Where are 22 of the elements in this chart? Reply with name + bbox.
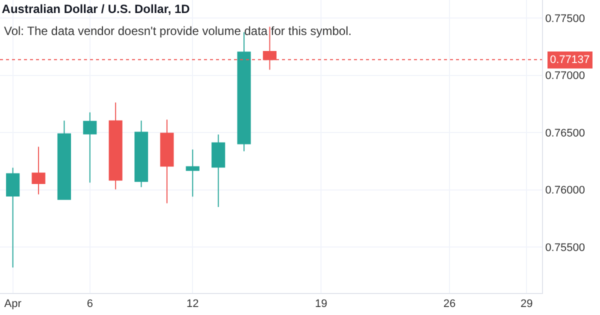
candlestick: [83, 112, 97, 184]
x-tick-label: 6: [86, 298, 93, 310]
x-tick-label: 12: [186, 298, 199, 310]
y-tick-label: 0.77000: [545, 70, 585, 82]
annotation: Vol: The data vendor doesn't provide volume data for this symbol.: [4, 24, 352, 38]
y-tick-label: 0.76000: [545, 184, 585, 197]
candlestick: [160, 119, 174, 204]
y-tick-label: 0.76500: [545, 127, 585, 140]
chart-title: Australian Dollar / U.S. Dollar, 1D: [2, 2, 190, 16]
x-tick-label: 19: [314, 298, 328, 310]
y-tick-label: 0.75500: [545, 242, 585, 254]
candlestick: [32, 146, 46, 195]
x-tick-label: 26: [443, 298, 456, 310]
candlestick: [134, 120, 148, 188]
candlestick: [57, 120, 72, 200]
candlestick: [186, 149, 200, 198]
x-tick-label: 29: [520, 298, 533, 310]
x-tick-label: Apr: [4, 298, 22, 310]
candlestick: [108, 102, 122, 190]
ref-line-label: 0.77137: [550, 54, 590, 66]
candlestick: [212, 134, 226, 208]
y-tick-label: 0.77500: [545, 12, 585, 25]
